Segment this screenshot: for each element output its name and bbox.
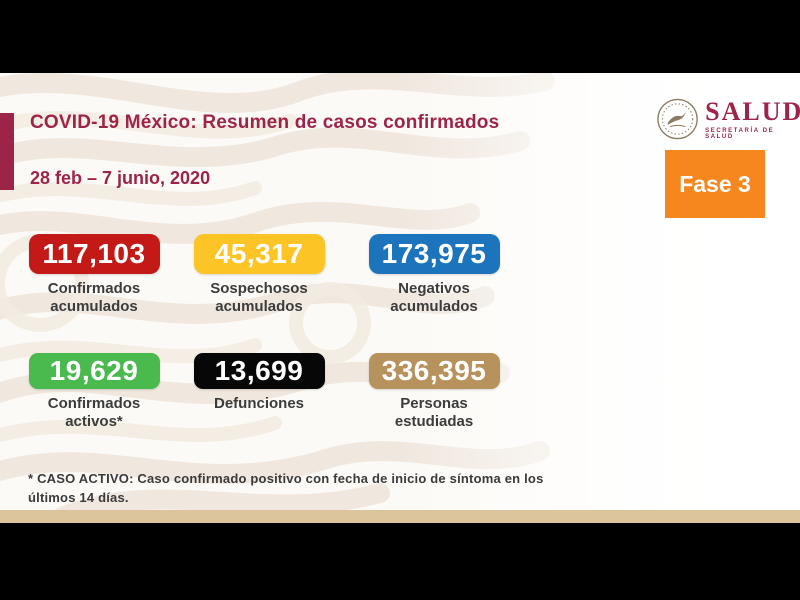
salud-logo-text: SALUD SECRETARÍA DE SALUD: [705, 96, 800, 140]
stat-label: Negativos acumulados: [390, 280, 478, 315]
salud-subtitle: SECRETARÍA DE SALUD: [705, 127, 775, 140]
phase-badge: Fase 3: [665, 150, 765, 218]
letterbox-bottom: [0, 523, 800, 600]
footnote: * CASO ACTIVO: Caso confirmado positivo …: [28, 471, 544, 505]
stat-value-pill: 336,395: [368, 353, 500, 389]
stat-confirmados-activos: 19,629 Confirmados activos*: [9, 353, 179, 431]
stat-value-pill: 45,317: [193, 234, 325, 274]
letterbox-top: [0, 0, 800, 73]
stat-personas-estudiadas: 336,395 Personas estudiadas: [349, 353, 519, 431]
stat-label: Personas estudiadas: [394, 395, 474, 430]
slide-title: COVID-19 México: Resumen de casos confir…: [30, 112, 500, 133]
stat-label: Confirmados acumulados: [47, 280, 141, 315]
salud-logo: SALUD SECRETARÍA DE SALUD: [656, 97, 800, 141]
covid-summary-slide: COVID-19 México: Resumen de casos confir…: [0, 73, 800, 523]
stat-value-pill: 117,103: [28, 234, 160, 274]
stat-value-pill: 13,699: [193, 353, 325, 389]
stat-negativos-acumulados: 173,975 Negativos acumulados: [349, 234, 519, 316]
stat-defunciones: 13,699 Defunciones: [174, 353, 344, 413]
salud-wordmark: SALUD: [705, 96, 800, 126]
title-accent-bar: [0, 113, 14, 190]
bottom-gold-strip: [0, 510, 800, 523]
date-range: 28 feb – 7 junio, 2020: [30, 168, 211, 188]
stat-value-pill: 173,975: [368, 234, 500, 274]
stat-label: Sospechosos acumulados: [210, 280, 308, 315]
stat-value-pill: 19,629: [28, 353, 160, 389]
stat-label: Defunciones: [213, 395, 304, 412]
stat-confirmados-acumulados: 117,103 Confirmados acumulados: [9, 234, 179, 316]
stat-label: Confirmados activos*: [47, 395, 141, 430]
stat-sospechosos-acumulados: 45,317 Sospechosos acumulados: [174, 234, 344, 316]
eagle-seal-icon: [657, 98, 698, 140]
